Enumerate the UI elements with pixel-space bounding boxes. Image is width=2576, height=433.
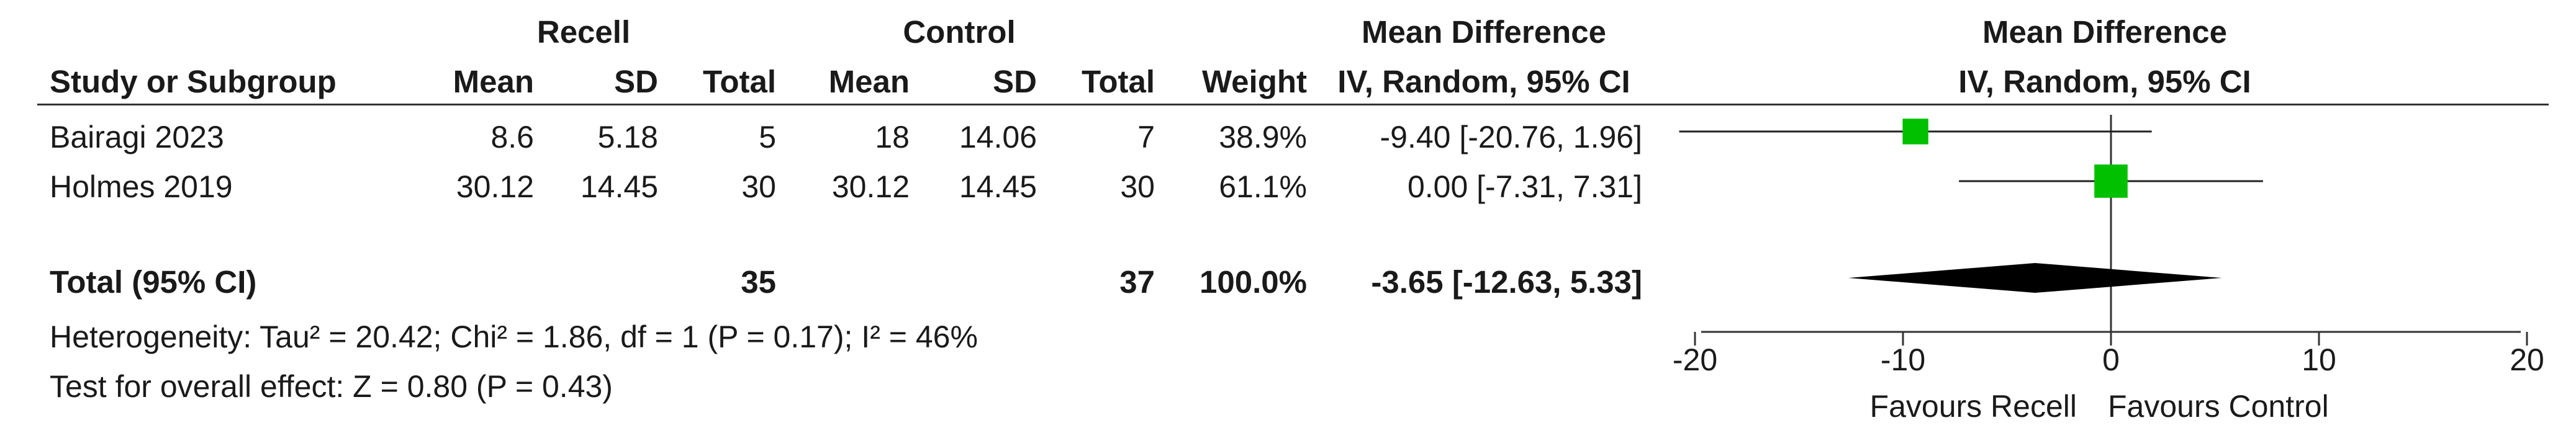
recell-sd-header: SD (614, 64, 658, 99)
total-weight: 100.0% (1200, 264, 1307, 300)
total-label: Total (95% CI) (50, 264, 257, 300)
x-axis-tick-label: 0 (2102, 342, 2120, 377)
recell-group-header: Recell (536, 14, 631, 50)
weight-header: Weight (1201, 64, 1307, 99)
recell-mean-header: Mean (453, 64, 534, 99)
control-mean: 18 (875, 120, 910, 154)
control-sd: 14.45 (959, 169, 1037, 204)
recell-sd: 5.18 (597, 120, 658, 154)
recell-total-header: Total (702, 64, 776, 99)
recell-mean: 8.6 (490, 120, 534, 154)
study-weight: 61.1% (1219, 169, 1307, 204)
x-axis-tick-label: 20 (2510, 342, 2544, 377)
control-sd-header: SD (993, 64, 1037, 99)
favours-left-label: Favours Recell (1870, 389, 2077, 424)
control-mean-header: Mean (828, 64, 910, 99)
control-mean: 30.12 (831, 169, 910, 204)
study-effect-marker (2094, 164, 2128, 198)
x-axis-tick-label: 10 (2302, 342, 2336, 377)
overall-effect-text: Test for overall effect: Z = 0.80 (P = 0… (50, 369, 613, 404)
recell-total: 5 (759, 120, 776, 154)
pooled-diamond (1848, 263, 2222, 293)
recell-mean: 30.12 (456, 169, 534, 204)
control-group-header: Control (903, 14, 1016, 50)
plot-title: Mean Difference (1982, 14, 2227, 50)
header-divider (37, 104, 2549, 105)
plot-method-header: IV, Random, 95% CI (1958, 64, 2251, 99)
favours-right-label: Favours Control (2108, 389, 2329, 424)
control-sd: 14.06 (959, 120, 1037, 154)
study-column-header: Study or Subgroup (50, 64, 337, 99)
study-effect-marker (1902, 118, 1928, 145)
total-control: 37 (1119, 264, 1155, 300)
study-name: Holmes 2019 (50, 169, 233, 204)
study-name: Bairagi 2023 (50, 120, 224, 154)
control-total-header: Total (1081, 64, 1155, 99)
mean-difference-header: Mean Difference (1362, 14, 1606, 50)
control-total: 30 (1120, 169, 1155, 204)
total-ci: -3.65 [-12.63, 5.33] (1371, 264, 1642, 300)
study-ci: 0.00 [-7.31, 7.31] (1407, 169, 1642, 204)
study-weight: 38.9% (1219, 120, 1307, 154)
recell-total: 30 (741, 169, 776, 204)
x-axis-tick-label: -20 (1673, 342, 1717, 377)
control-total: 7 (1137, 120, 1155, 154)
heterogeneity-text: Heterogeneity: Tau² = 20.42; Chi² = 1.86… (50, 319, 978, 354)
total-recell: 35 (741, 264, 776, 300)
method-header: IV, Random, 95% CI (1337, 64, 1630, 99)
recell-sd: 14.45 (580, 169, 658, 204)
x-axis-tick-label: -10 (1881, 342, 1925, 377)
study-ci: -9.40 [-20.76, 1.96] (1380, 120, 1642, 154)
